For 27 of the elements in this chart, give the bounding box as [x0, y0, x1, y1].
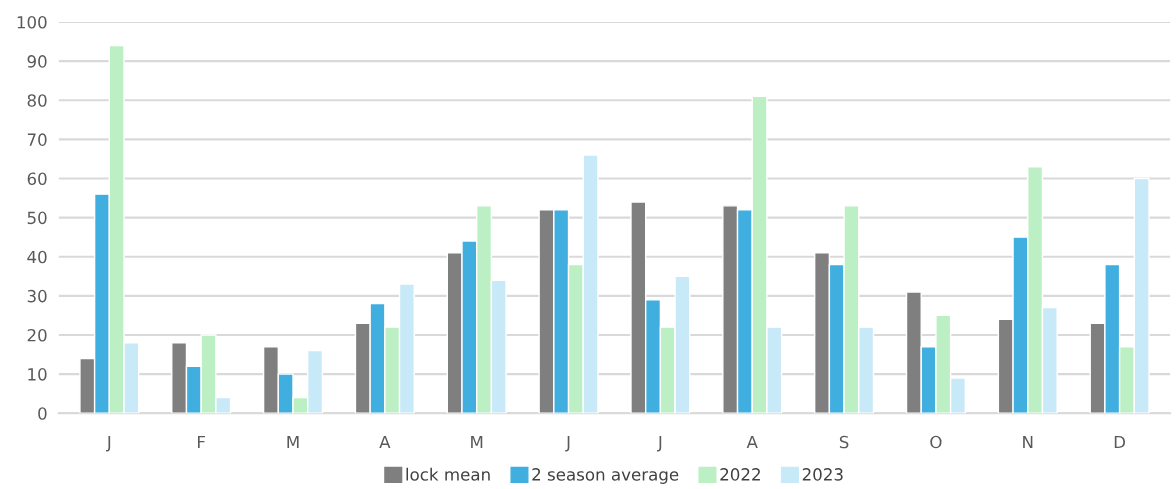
legend-label: 2023	[802, 468, 843, 481]
y-tick-label: 30	[27, 289, 47, 303]
legend-label: lock mean	[406, 467, 490, 481]
x-tick-label: O	[930, 435, 942, 449]
x-tick-label: J	[565, 435, 570, 452]
x-tick-label: A	[746, 435, 758, 449]
y-tick-label: 10	[28, 368, 47, 381]
x-tick-label: J	[657, 435, 662, 452]
x-tick-label: F	[198, 435, 205, 449]
y-tick-label: 90	[27, 55, 47, 68]
legend-label: 2 season average	[532, 468, 679, 484]
y-tick-label: 40	[27, 250, 47, 264]
y-tick-label: 80	[27, 94, 47, 107]
x-tick-label: M	[471, 435, 483, 449]
y-tick-label: 0	[38, 407, 47, 420]
x-tick-label: D	[1114, 435, 1126, 449]
y-tick-label: 70	[27, 133, 47, 146]
x-tick-label: N	[1023, 435, 1033, 449]
y-tick-label: 100	[17, 15, 47, 29]
y-tick-label: 20	[27, 328, 47, 342]
x-tick-label: A	[379, 435, 391, 449]
x-tick-label: M	[287, 435, 299, 449]
x-tick-label: S	[839, 435, 849, 449]
x-tick-label: J	[105, 435, 111, 452]
y-tick-label: 50	[27, 211, 47, 225]
legend-label: 2022	[720, 468, 760, 481]
y-tick-label: 60	[27, 172, 47, 186]
